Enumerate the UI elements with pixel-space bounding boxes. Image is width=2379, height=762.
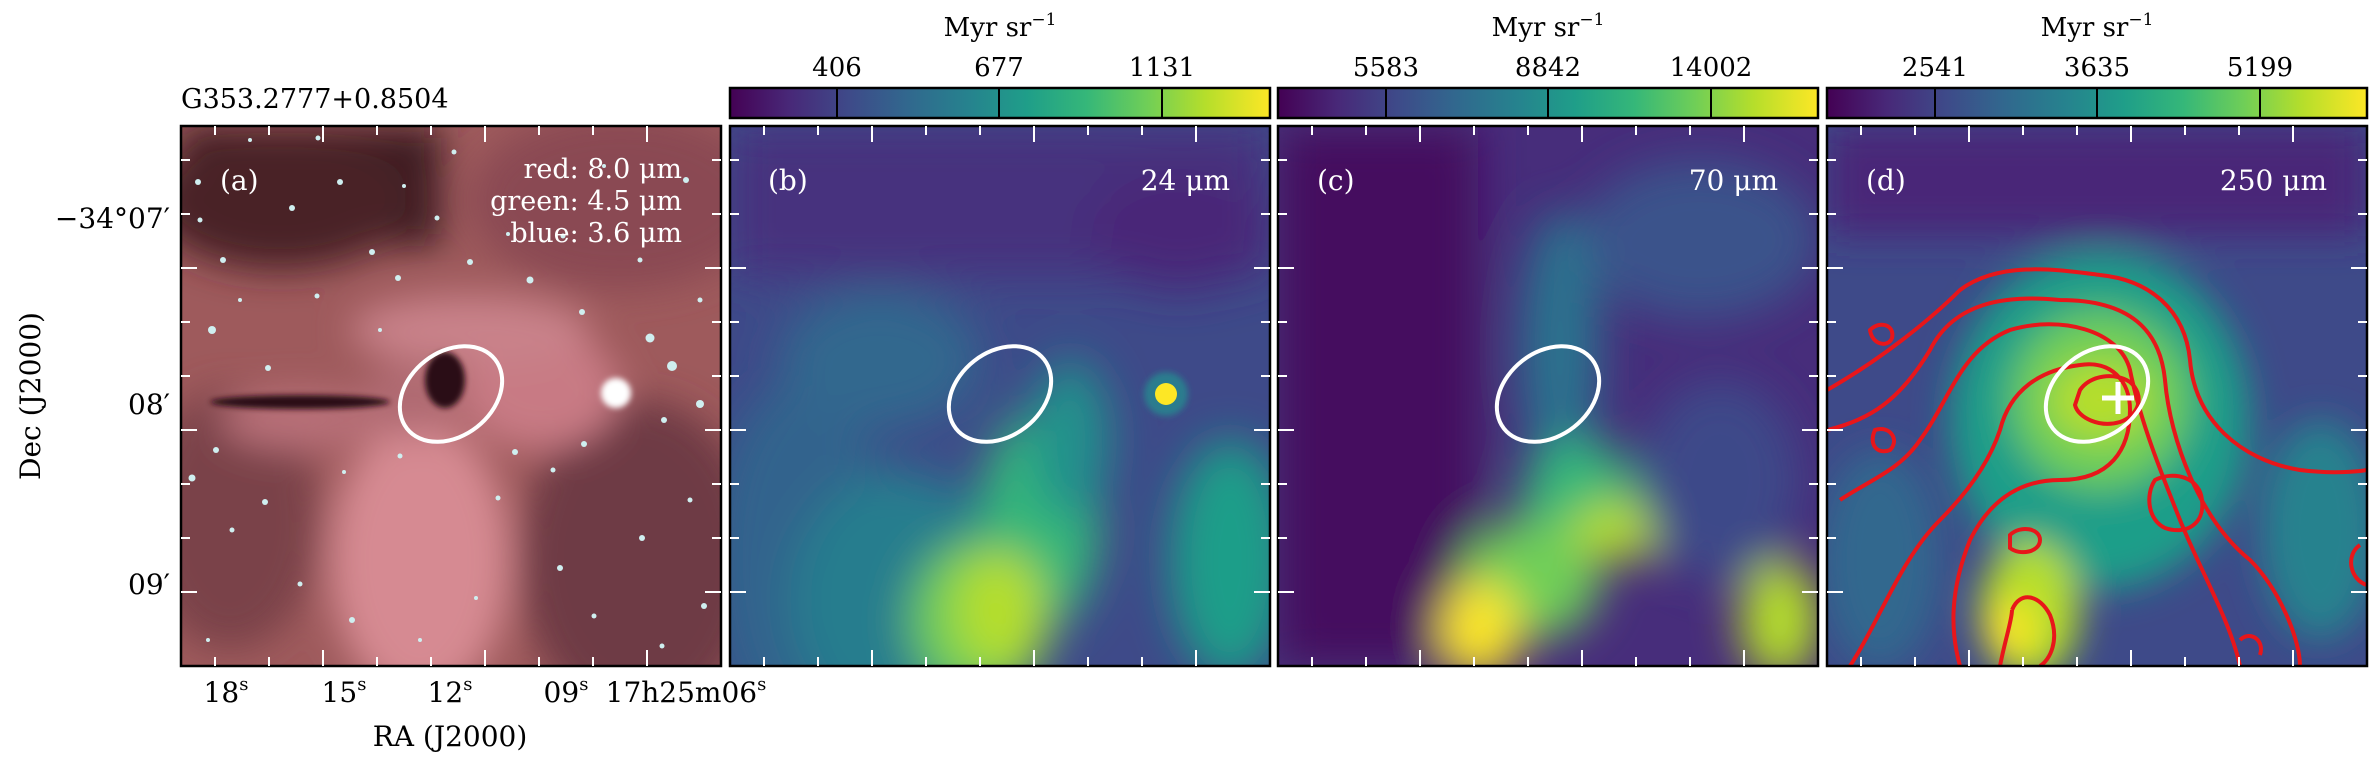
colorbar-c-tick-0: 5583 (1353, 53, 1419, 83)
legend-green: green: 4.5 μm (490, 186, 682, 217)
dec-axis-label: Dec (J2000) (14, 312, 47, 480)
dec-tick-1: 08′ (128, 388, 170, 421)
panel-c (1278, 126, 1818, 666)
ra-tick-3: 09s (544, 674, 589, 709)
legend-blue: blue: 3.6 μm (510, 218, 682, 249)
panel-a-frame (179, 124, 723, 668)
colorbar-b-tick-2: 1131 (1129, 53, 1195, 83)
source-name: G353.2777+0.8504 (181, 84, 449, 115)
panel-b-label: (b) (768, 164, 808, 197)
dec-tick-2: 09′ (128, 568, 170, 601)
aperture-ellipse-b (946, 344, 1054, 444)
panel-c-label: (c) (1317, 164, 1355, 197)
ra-tick-0: 18s (204, 674, 249, 709)
colorbar-b-tick-0: 406 (812, 53, 862, 83)
ra-axis-label: RA (J2000) (373, 720, 528, 753)
panel-d-band: 250 μm (2220, 164, 2327, 197)
colorbar-d-unit: Myr sr−1 (2041, 10, 2154, 43)
colorbar-d (1825, 86, 2369, 120)
panel-d-label: (d) (1866, 164, 1906, 197)
legend-red: red: 8.0 μm (523, 154, 682, 185)
colorbar-c-tick-1: 8842 (1515, 53, 1581, 83)
peak-marker (2102, 382, 2134, 414)
ra-tick-1: 15s (322, 674, 367, 709)
colorbar-c (1276, 86, 1820, 120)
panel-a (181, 126, 721, 666)
panel-b-frame (728, 124, 1272, 668)
panel-d-frame (1825, 124, 2369, 668)
colorbar-b (728, 86, 1272, 120)
colorbar-b-tick-1: 677 (974, 53, 1024, 83)
colorbar-d-tick-1: 3635 (2064, 53, 2130, 83)
aperture-ellipse-a (397, 344, 505, 444)
axis-ticks (181, 126, 2367, 666)
panel-b (730, 126, 1270, 666)
colorbar-b-unit: Myr sr−1 (944, 10, 1057, 43)
contour-lines (1827, 267, 2367, 666)
ra-tick-4: 17h25m06s (606, 674, 767, 709)
colorbar-c-tick-2: 14002 (1670, 53, 1753, 83)
colorbar-c-unit: Myr sr−1 (1492, 10, 1605, 43)
aperture-ellipse-c (1494, 344, 1602, 444)
colorbar-d-tick-0: 2541 (1902, 53, 1968, 83)
dec-tick-0: −34°07′ (55, 202, 170, 235)
panel-b-band: 24 μm (1141, 164, 1230, 197)
panel-c-band: 70 μm (1689, 164, 1778, 197)
aperture-ellipse-d (2043, 344, 2151, 444)
panel-a-label: (a) (220, 164, 259, 197)
panel-d (1827, 126, 2367, 666)
colorbar-d-tick-2: 5199 (2227, 53, 2293, 83)
panel-c-frame (1276, 124, 1820, 668)
ra-tick-2: 12s (428, 674, 473, 709)
